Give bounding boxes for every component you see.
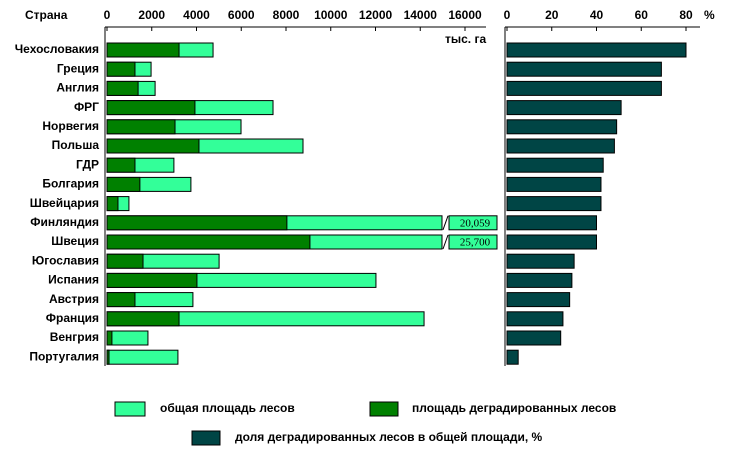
bar-break (448, 234, 498, 250)
y-tick-label: Португалия (29, 349, 99, 363)
y-tick-label: Испания (48, 273, 99, 287)
bar (106, 234, 311, 250)
break-mark (442, 234, 449, 250)
bar (506, 80, 662, 96)
value-label: 25,700 (460, 237, 491, 249)
bar (106, 176, 141, 192)
bar (106, 330, 149, 346)
bar (506, 272, 573, 288)
y-tick-label: Польша (52, 138, 100, 152)
x-tick-label: 4000 (183, 8, 210, 22)
y-tick-label: Австрия (49, 292, 99, 306)
y-tick-label: Венгрия (50, 330, 99, 344)
bar (506, 215, 597, 231)
bar (506, 157, 604, 173)
bar (506, 253, 575, 269)
bar (506, 292, 571, 308)
bar (506, 176, 602, 192)
bar (106, 119, 176, 135)
x-tick-label: 2000 (138, 8, 165, 22)
y-tick-label: Югославия (32, 253, 99, 267)
x-tick-label: 0 (504, 8, 511, 22)
x-tick-label: 80 (679, 8, 693, 22)
legend-swatch (114, 401, 146, 417)
x-tick-label: 10000 (314, 8, 348, 22)
y-tick-label: Болгария (42, 177, 99, 191)
bar (506, 138, 615, 154)
x-tick-label: 20 (545, 8, 559, 22)
bar-break (448, 215, 498, 231)
bar (506, 349, 519, 365)
bar (106, 215, 288, 231)
bar (106, 330, 113, 346)
bar (106, 253, 144, 269)
break-mark (442, 215, 449, 230)
y-tick-label: Норвегия (42, 119, 99, 133)
y-tick-label: Финляндия (30, 215, 99, 229)
x-tick-label: 12000 (359, 8, 393, 22)
y-tick-label: Франция (46, 311, 99, 325)
x-tick-label: 6000 (228, 8, 255, 22)
x-tick-label: 60 (635, 8, 649, 22)
y-tick-label: Швеция (51, 234, 99, 248)
bar (106, 100, 196, 116)
x-tick-label: 0 (104, 8, 111, 22)
legend-label: общая площадь лесов (160, 401, 295, 415)
bar (106, 272, 198, 288)
bar (506, 100, 622, 116)
y-tick-label: ФРГ (74, 100, 99, 114)
x-tick-label: 16000 (448, 8, 482, 22)
bar (106, 42, 180, 58)
bar (506, 119, 618, 135)
bar (506, 196, 602, 212)
y-tick-label: Чехословакия (15, 42, 99, 56)
x-unit: % (704, 8, 715, 22)
bar (506, 61, 662, 77)
bar (506, 234, 597, 250)
bar (106, 80, 139, 96)
y-tick-label: ГДР (76, 157, 99, 171)
category-axis-title: Страна (25, 8, 68, 22)
value-label: 20,059 (460, 217, 491, 229)
bar (506, 311, 564, 327)
legend-swatch (191, 430, 221, 446)
y-tick-label: Англия (56, 81, 99, 95)
bar (106, 138, 200, 154)
bar (106, 349, 179, 365)
y-tick-label: Греция (57, 61, 99, 75)
bar (506, 330, 562, 346)
x-unit: тыс. га (445, 32, 486, 46)
legend-swatch (369, 401, 399, 417)
x-tick-label: 14000 (404, 8, 438, 22)
bar (106, 292, 136, 308)
bar (506, 42, 687, 58)
legend-label: площадь деградированных лесов (412, 401, 616, 415)
bar (106, 157, 136, 173)
x-tick-label: 8000 (273, 8, 300, 22)
bar (106, 61, 136, 77)
y-tick-label: Швейцария (30, 196, 99, 210)
legend-label: доля деградированных лесов в общей площа… (235, 430, 543, 444)
bar (106, 349, 110, 365)
bar (106, 311, 180, 327)
bar (106, 196, 119, 212)
x-tick-label: 40 (590, 8, 604, 22)
